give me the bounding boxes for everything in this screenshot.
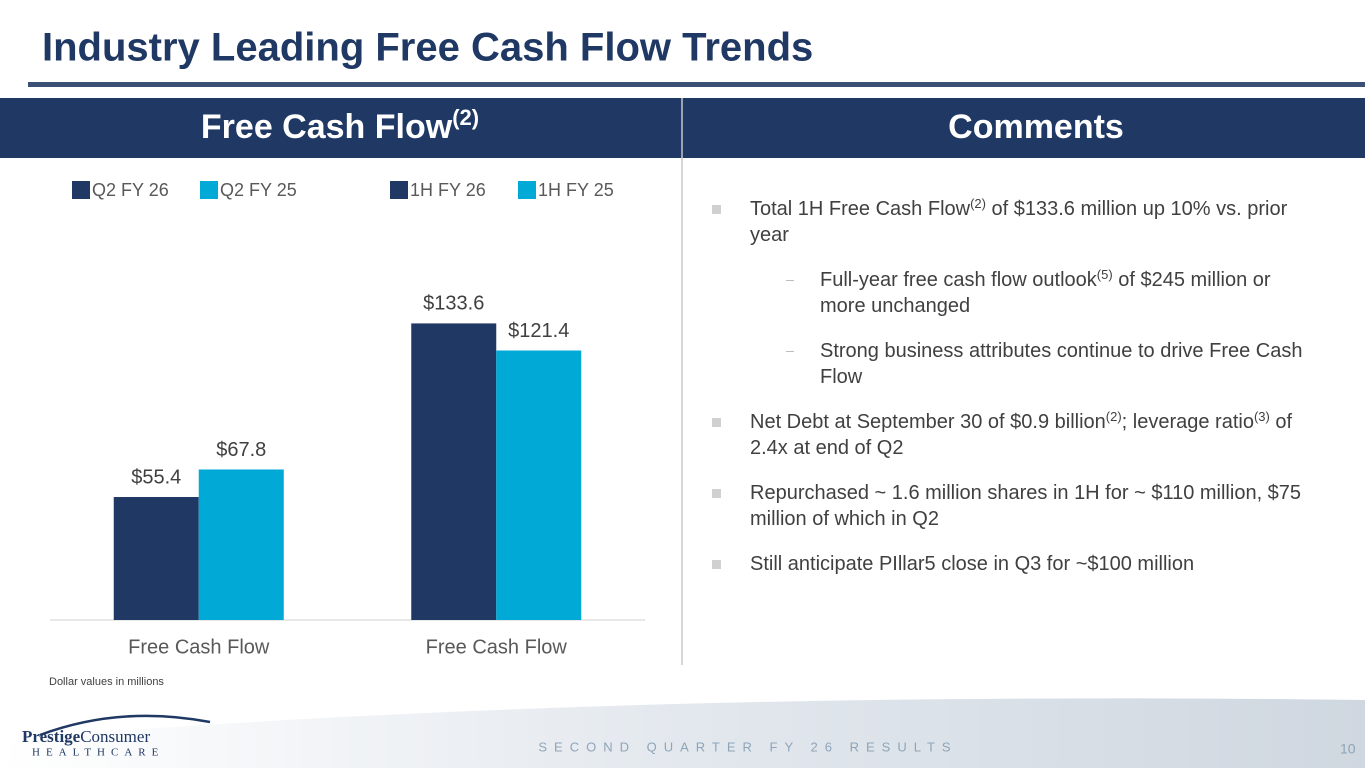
comment: Strong business attributes continue to d… xyxy=(705,338,1320,390)
legend-label: Q2 FY 25 xyxy=(220,180,297,200)
legend-swatch xyxy=(200,181,218,199)
data-label: $67.8 xyxy=(216,439,266,461)
page-number: 10 xyxy=(1340,741,1356,757)
bar xyxy=(198,469,284,620)
logo-sub: HEALTHCARE xyxy=(32,747,164,759)
right-header: Comments xyxy=(948,108,1124,146)
comment: Repurchased ~ 1.6 million shares in 1H f… xyxy=(705,480,1320,532)
logo-name-2: Consumer xyxy=(80,727,150,746)
footer-swoosh xyxy=(0,698,1365,768)
logo-arc xyxy=(39,714,211,737)
comment-text: ; leverage ratio xyxy=(1121,411,1254,433)
left-header-text: Free Cash Flow xyxy=(201,108,453,146)
comment-text: Full-year free cash flow outlook xyxy=(820,269,1097,291)
note: Dollar values in millions xyxy=(49,676,164,688)
footnote-ref: (5) xyxy=(1096,267,1113,282)
comment: Total 1H Free Cash Flow(2) of $133.6 mil… xyxy=(705,196,1320,248)
legend-label: 1H FY 25 xyxy=(538,180,614,200)
x-tick-label: Free Cash Flow xyxy=(128,636,270,658)
comment-text: of $133.6 million up 10% vs. prior year xyxy=(750,198,1288,246)
comment-text: Strong business attributes continue to d… xyxy=(820,340,1303,388)
slide-title: Industry Leading Free Cash Flow Trends xyxy=(42,26,813,70)
legend-label: Q2 FY 26 xyxy=(92,180,169,200)
bar xyxy=(113,497,199,620)
comment-text: Total 1H Free Cash Flow xyxy=(750,198,971,220)
legend-swatch xyxy=(518,181,536,199)
logo-name: PrestigeConsumer xyxy=(22,727,150,746)
x-tick-label: Free Cash Flow xyxy=(426,636,568,658)
comment-text: Still anticipate PIllar5 close in Q3 for… xyxy=(750,553,1195,575)
footnote-ref: (2) xyxy=(970,196,986,211)
comment-text: Net Debt at September 30 of $0.9 billion xyxy=(750,411,1106,433)
legend-swatch xyxy=(390,181,408,199)
data-label: $133.6 xyxy=(423,293,484,315)
left-header: Free Cash Flow(2) xyxy=(201,105,479,146)
bar xyxy=(496,350,582,620)
comment: Still anticipate PIllar5 close in Q3 for… xyxy=(705,551,1320,577)
footnote-ref: (2) xyxy=(1105,409,1122,424)
comments: Total 1H Free Cash Flow(2) of $133.6 mil… xyxy=(705,196,1320,596)
comment-text: of 2.4x at end of Q2 xyxy=(750,411,1293,459)
left-header-sup: (2) xyxy=(452,105,479,130)
data-label: $121.4 xyxy=(508,320,569,342)
logo-name-1: Prestige xyxy=(22,727,81,746)
legend-swatch xyxy=(72,181,90,199)
footer-text: SECOND QUARTER FY 26 RESULTS xyxy=(538,739,957,754)
data-label: $55.4 xyxy=(131,466,181,488)
bar xyxy=(411,323,497,620)
title-rule xyxy=(28,82,1365,87)
legend-label: 1H FY 26 xyxy=(410,180,486,200)
comment: Net Debt at September 30 of $0.9 billion… xyxy=(705,409,1320,461)
comment-text: of $245 million or more unchanged xyxy=(820,269,1271,317)
footnote-ref: (3) xyxy=(1253,409,1270,424)
comment: Full-year free cash flow outlook(5) of $… xyxy=(705,267,1320,319)
comment-text: Repurchased ~ 1.6 million shares in 1H f… xyxy=(750,482,1302,530)
